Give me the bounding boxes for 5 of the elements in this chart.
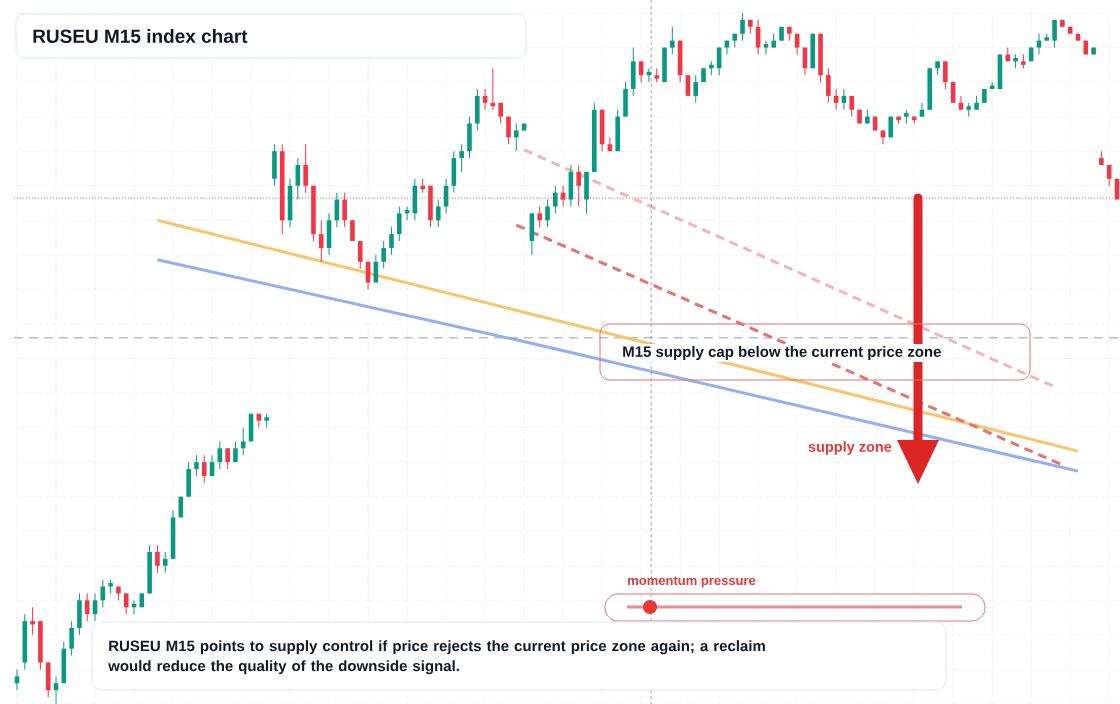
annotation: RUSEU M15 points to supply control if price rejects the current price zone again; a reclaim would reduce the quality of the downside signal. [108,640,765,675]
annotation: M15 supply cap below the current price zone [623,346,941,360]
annotation: supply zone [808,441,892,455]
annotation: momentum pressure [628,576,756,588]
text: RUSEU M15 index chart [33,29,248,43]
